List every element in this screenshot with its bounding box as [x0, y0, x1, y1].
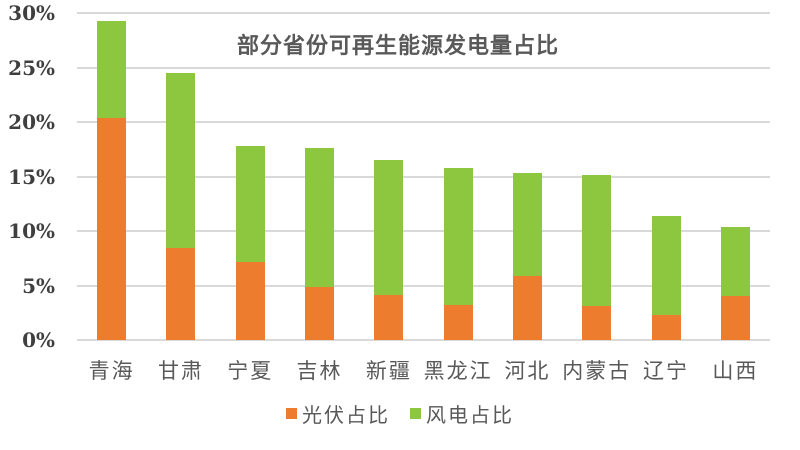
- legend-swatch: [286, 407, 297, 419]
- bar-segment-solar: [235, 261, 265, 340]
- bar-segment-wind: [651, 215, 681, 315]
- bar-segment-wind: [512, 173, 542, 276]
- gridline: [77, 339, 770, 341]
- legend-item: 光伏占比: [286, 399, 390, 428]
- bar-segment-solar: [166, 248, 196, 340]
- bar-segment-wind: [305, 148, 335, 287]
- y-tick-label: 5%: [22, 273, 55, 298]
- bar-segment-solar: [305, 286, 335, 340]
- bar-segment-solar: [651, 314, 681, 340]
- bar-segment-solar: [720, 296, 750, 340]
- y-tick-label: 15%: [8, 164, 55, 189]
- bar-segment-solar: [512, 275, 542, 340]
- bar-segment-solar: [443, 305, 473, 340]
- bar-segment-wind: [166, 72, 196, 249]
- y-tick-label: 20%: [8, 110, 55, 134]
- legend: 光伏占比 风电占比: [0, 399, 800, 428]
- y-tick-label: 30%: [8, 1, 55, 25]
- x-tick-label: 吉林: [296, 359, 343, 383]
- bar-segment-wind: [235, 145, 265, 262]
- y-tick-label: 25%: [8, 55, 55, 80]
- legend-label: 光伏占比: [302, 402, 390, 427]
- x-tick-label: 山西: [712, 359, 759, 383]
- gridline: [77, 66, 770, 69]
- bar-segment-solar: [97, 117, 127, 340]
- x-tick-label: 甘肃: [157, 359, 204, 383]
- gridline: [77, 284, 770, 287]
- x-tick-label: 黑龙江: [423, 359, 493, 383]
- chart-title: 部分省份可再生能源发电量占比: [236, 34, 560, 59]
- x-tick-label: 宁夏: [227, 359, 274, 383]
- gridline: [77, 230, 770, 232]
- legend-swatch: [410, 407, 421, 419]
- x-tick-label: 辽宁: [643, 359, 690, 383]
- bar-segment-wind: [97, 20, 127, 118]
- x-tick-label: 青海: [88, 359, 135, 383]
- x-tick-label: 内蒙古: [562, 359, 632, 383]
- x-tick-label: 河北: [504, 359, 551, 383]
- bar-segment-solar: [582, 306, 612, 340]
- gridline: [77, 121, 770, 123]
- gridline: [77, 175, 770, 178]
- bar-segment-wind: [374, 160, 404, 296]
- gridline: [77, 12, 770, 14]
- y-tick-label: 10%: [8, 219, 55, 243]
- bar-segment-wind: [443, 167, 473, 306]
- legend-label: 风电占比: [426, 402, 514, 427]
- bar-segment-wind: [582, 175, 612, 307]
- legend-item: 风电占比: [410, 399, 514, 428]
- y-tick-label: 0%: [22, 328, 55, 352]
- x-tick-label: 新疆: [365, 359, 412, 383]
- bar-segment-wind: [720, 226, 750, 297]
- bar-segment-solar: [374, 295, 404, 340]
